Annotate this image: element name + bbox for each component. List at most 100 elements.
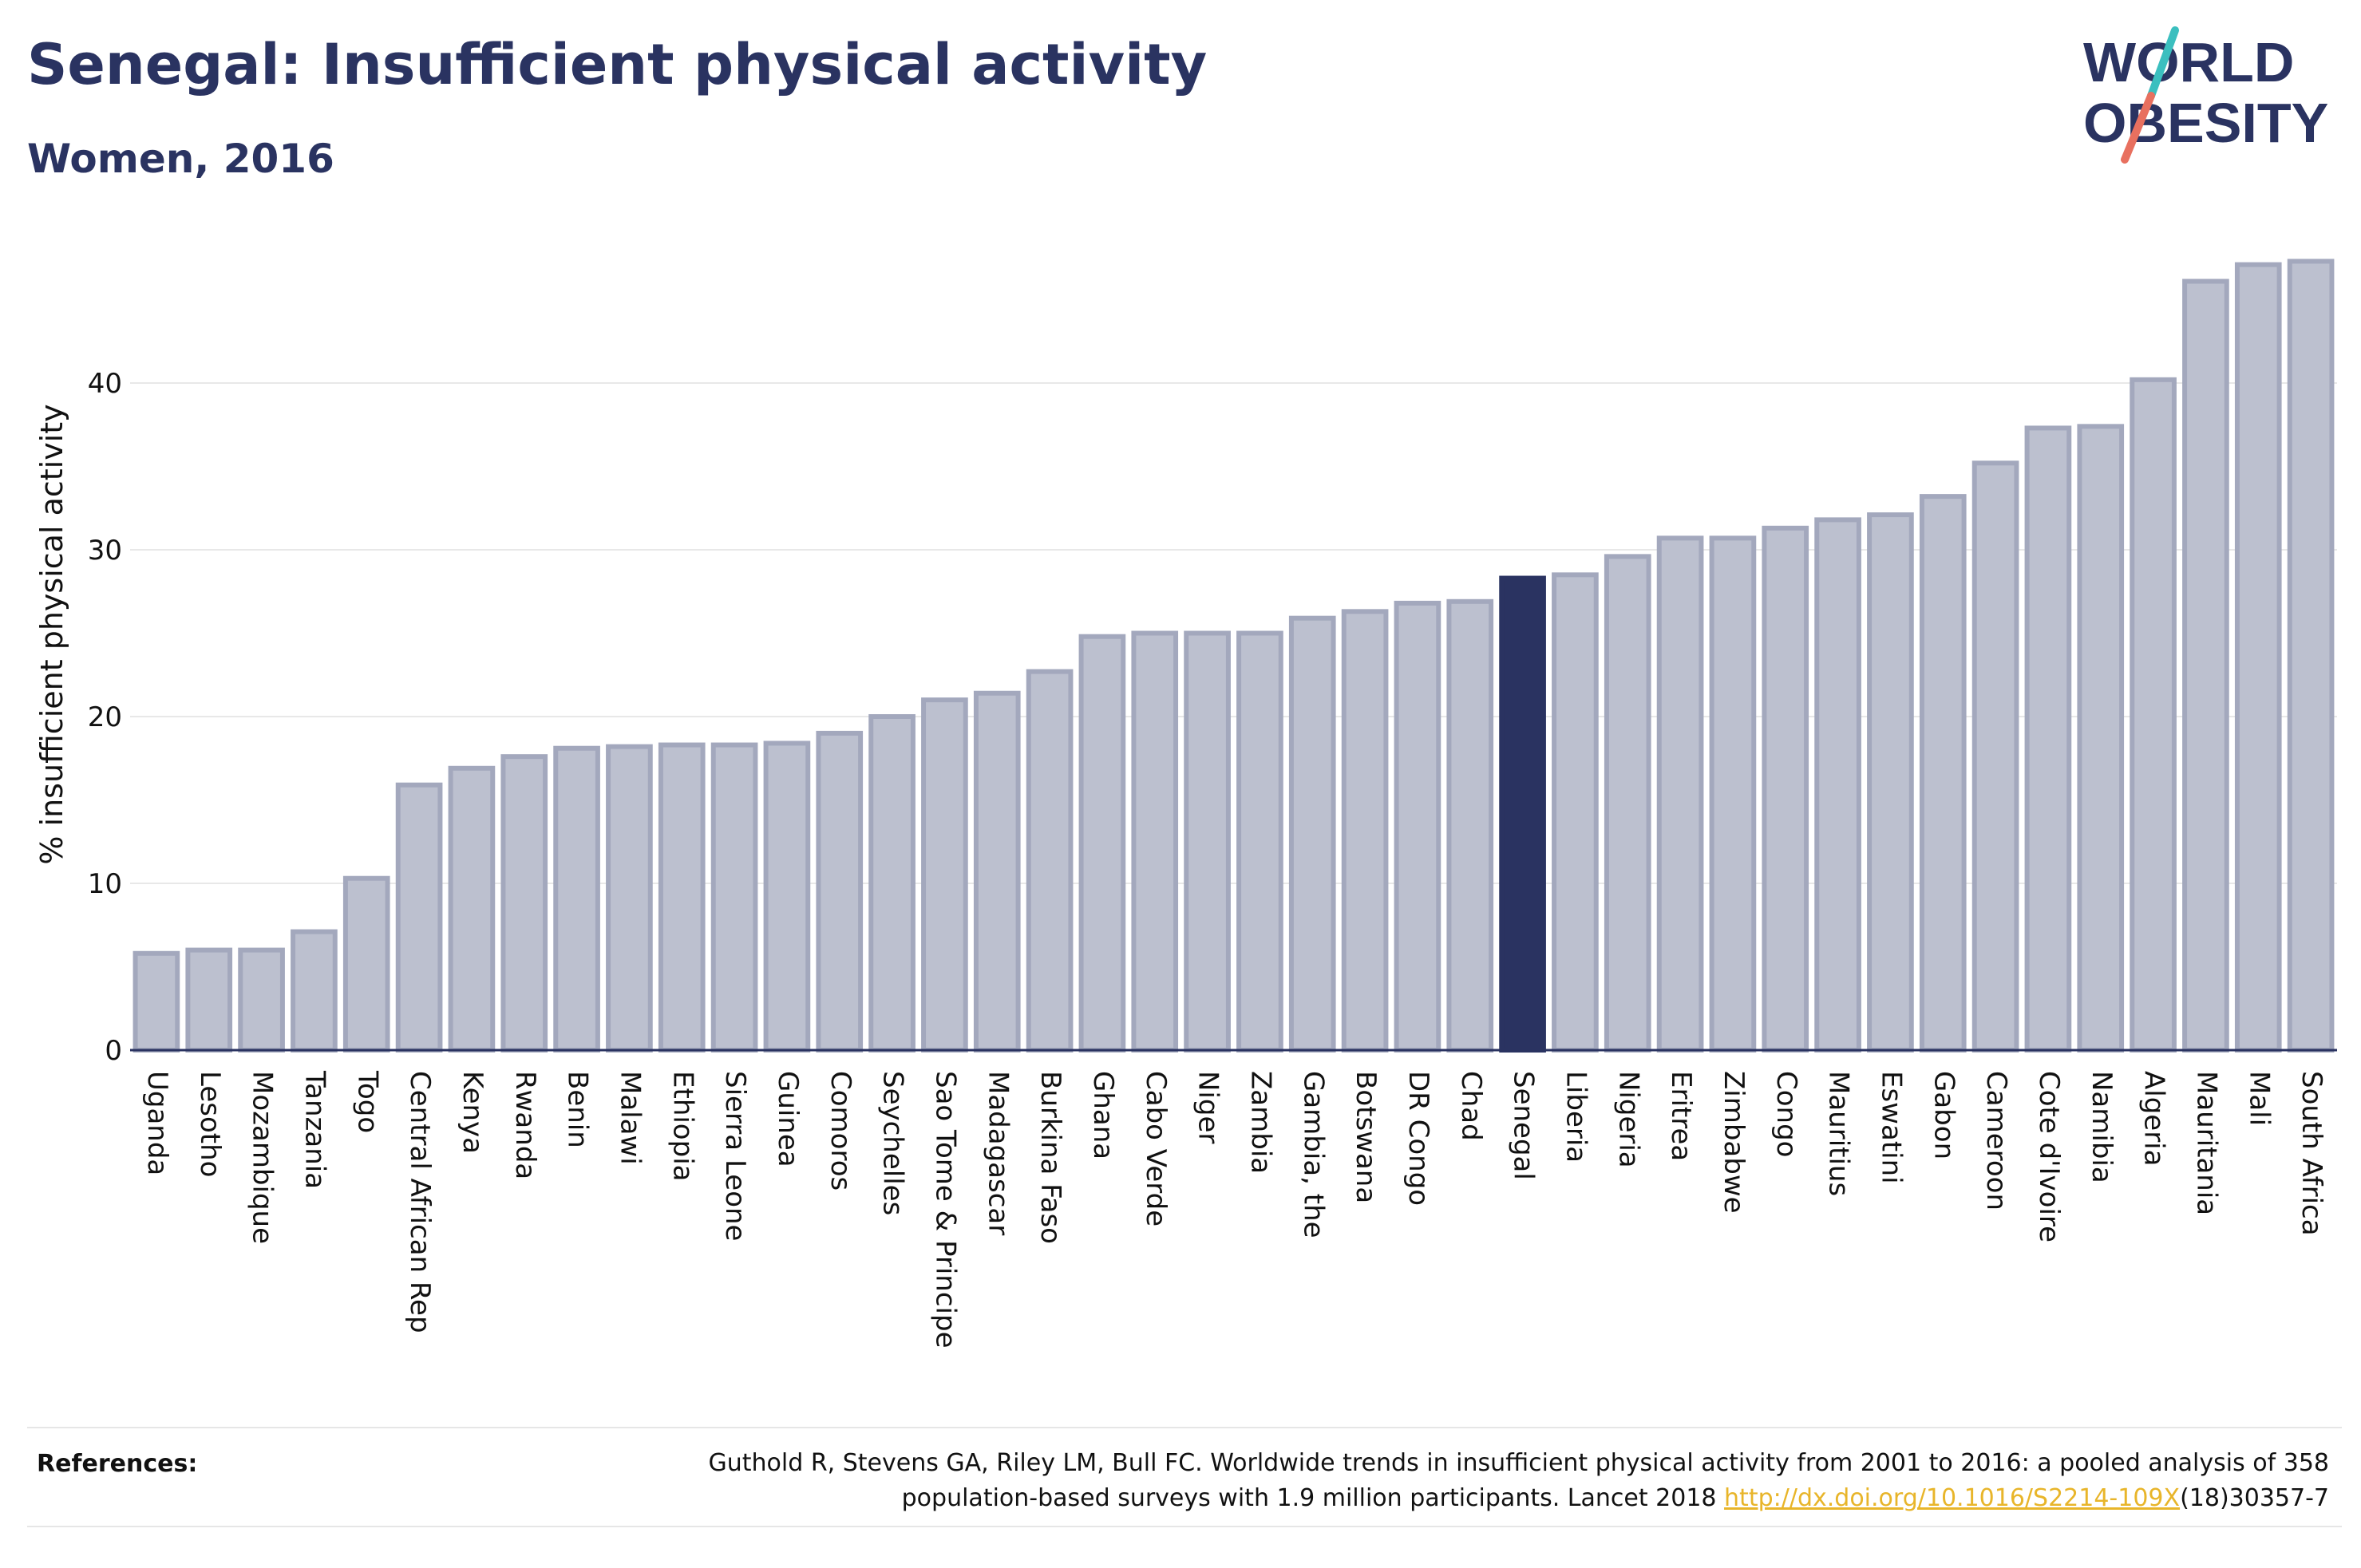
bar-eswatini — [1867, 512, 1914, 1053]
bar-botswana — [1341, 609, 1389, 1053]
x-tick-label: Cote d'Ivoire — [2033, 1071, 2065, 1242]
x-tick-label: Mauritania — [2190, 1071, 2222, 1215]
x-tick-label: Togo — [351, 1070, 383, 1133]
y-tick-label: 0 — [105, 1035, 122, 1067]
bar-cameroon — [1971, 460, 2019, 1053]
reference-line-2-suffix: (18)30357-7 — [2180, 1484, 2329, 1512]
reference-line-1: Guthold R, Stevens GA, Riley LM, Bull FC… — [708, 1449, 2329, 1477]
x-tick-label: Central African Rep — [404, 1071, 436, 1333]
x-tick-label: South Africa — [2296, 1071, 2327, 1236]
x-tick-label: Gambia, the — [1297, 1071, 1329, 1238]
x-tick-label: Mauritius — [1823, 1071, 1855, 1196]
bar-liberia — [1552, 572, 1599, 1053]
references-label: References: — [37, 1450, 198, 1478]
x-tick-label: Gabon — [1928, 1071, 1960, 1159]
bar-niger — [1184, 630, 1231, 1053]
bar-cabo-verde — [1131, 630, 1179, 1053]
bar-chad — [1446, 598, 1494, 1053]
bar-congo — [1762, 525, 1809, 1053]
x-tick-label: DR Congo — [1402, 1071, 1434, 1206]
x-tick-label: Comoros — [825, 1071, 856, 1191]
bar-senegal — [1499, 575, 1546, 1053]
y-tick-label: 30 — [88, 535, 122, 567]
x-tick-label: Kenya — [457, 1071, 488, 1154]
x-tick-label: Sierra Leone — [719, 1071, 751, 1241]
bar-algeria — [2130, 377, 2177, 1053]
x-tick-label: Mozambique — [247, 1071, 279, 1244]
page-title: Senegal: Insufficient physical activity — [27, 32, 1208, 97]
reference-line-2: population-based surveys with 1.9 millio… — [493, 1481, 2329, 1516]
x-tick-label: Malawi — [614, 1071, 646, 1165]
x-tick-label: Tanzania — [299, 1070, 330, 1189]
bar-sao-tome-principe — [921, 697, 968, 1053]
bar-nigeria — [1604, 554, 1651, 1053]
x-tick-label: Namibia — [2086, 1071, 2118, 1183]
bar-kenya — [448, 765, 496, 1053]
logo-slash-coral — [2121, 92, 2155, 164]
bar-mauritius — [1814, 517, 1861, 1053]
bar-gambia-the — [1288, 615, 1336, 1053]
x-tick-label: Seychelles — [877, 1071, 909, 1215]
x-tick-label: Lesotho — [194, 1071, 226, 1177]
x-tick-labels: Uganda Lesotho Mozambique Tanzania Togo Centr… — [141, 1070, 2327, 1349]
x-tick-label: Madagascar — [982, 1071, 1014, 1235]
page-subtitle: Women, 2016 — [27, 136, 334, 182]
bar-malawi — [606, 744, 653, 1053]
x-tick-label: Mali — [2243, 1071, 2275, 1126]
x-tick-label: Ghana — [1087, 1071, 1119, 1159]
x-tick-label: Cameroon — [1980, 1071, 2012, 1211]
bar-mozambique — [238, 947, 285, 1053]
references-top-divider — [27, 1427, 2342, 1428]
bars — [132, 259, 2335, 1053]
bar-ethiopia — [658, 742, 706, 1053]
y-axis-label: % insufficient physical activity — [34, 404, 69, 864]
bar-chart: 0 10 20 30 40 Uganda Lesotho Mozambique Tanzani… — [34, 259, 2337, 1349]
x-tick-label: Congo — [1770, 1071, 1802, 1157]
bar-south-africa — [2287, 259, 2335, 1053]
bar-eritrea — [1656, 535, 1704, 1053]
bar-uganda — [132, 950, 180, 1053]
doi-link[interactable]: http://dx.doi.org/10.1016/S2214-109X — [1724, 1484, 2181, 1512]
bar-sierra-leone — [710, 742, 758, 1053]
bar-benin — [553, 745, 600, 1053]
references-bottom-divider — [27, 1526, 2342, 1527]
world-obesity-logo: WORLD OBESITY — [2083, 26, 2328, 164]
x-tick-label: Guinea — [772, 1071, 804, 1167]
reference-line-2-prefix: population-based surveys with 1.9 millio… — [901, 1484, 1725, 1512]
x-tick-label: Zimbabwe — [1718, 1071, 1750, 1214]
x-tick-label: Sao Tome & Principe — [929, 1071, 961, 1349]
y-tick-label: 20 — [88, 701, 122, 733]
x-tick-label: Algeria — [2138, 1071, 2170, 1166]
bar-ghana — [1078, 634, 1126, 1053]
bar-burkina-faso — [1026, 669, 1074, 1053]
x-tick-label: Cabo Verde — [1140, 1071, 1172, 1226]
x-tick-label: Benin — [562, 1071, 594, 1148]
bar-dr-congo — [1394, 600, 1442, 1053]
bar-madagascar — [973, 690, 1021, 1053]
bar-lesotho — [185, 947, 233, 1053]
bar-cote-d-ivoire — [2024, 425, 2072, 1053]
x-tick-label: Botswana — [1350, 1071, 1382, 1203]
bar-rwanda — [500, 754, 548, 1053]
bar-gabon — [1919, 494, 1967, 1053]
x-tick-label: Burkina Faso — [1034, 1071, 1066, 1244]
x-tick-label: Eritrea — [1665, 1071, 1697, 1161]
x-tick-label: Rwanda — [509, 1071, 541, 1179]
y-tick-label: 10 — [88, 868, 122, 900]
gridlines — [130, 382, 2337, 884]
logo-word-world: WORLD — [2083, 31, 2294, 93]
references-text: Guthold R, Stevens GA, Riley LM, Bull FC… — [493, 1446, 2329, 1516]
bar-mauritania — [2182, 278, 2229, 1053]
bar-comoros — [816, 730, 864, 1053]
y-tick-labels: 0 10 20 30 40 — [88, 368, 122, 1067]
x-tick-label: Niger — [1192, 1071, 1224, 1143]
bar-zambia — [1236, 630, 1283, 1053]
x-tick-label: Zambia — [1244, 1071, 1276, 1174]
x-tick-label: Senegal — [1508, 1071, 1540, 1180]
x-tick-label: Liberia — [1560, 1071, 1592, 1163]
x-tick-label: Chad — [1455, 1071, 1487, 1141]
bar-central-african-rep — [395, 782, 443, 1053]
logo-word-obesity: OBESITY — [2083, 92, 2328, 154]
logo-slash-teal — [2147, 26, 2179, 100]
x-tick-label: Uganda — [141, 1071, 173, 1175]
